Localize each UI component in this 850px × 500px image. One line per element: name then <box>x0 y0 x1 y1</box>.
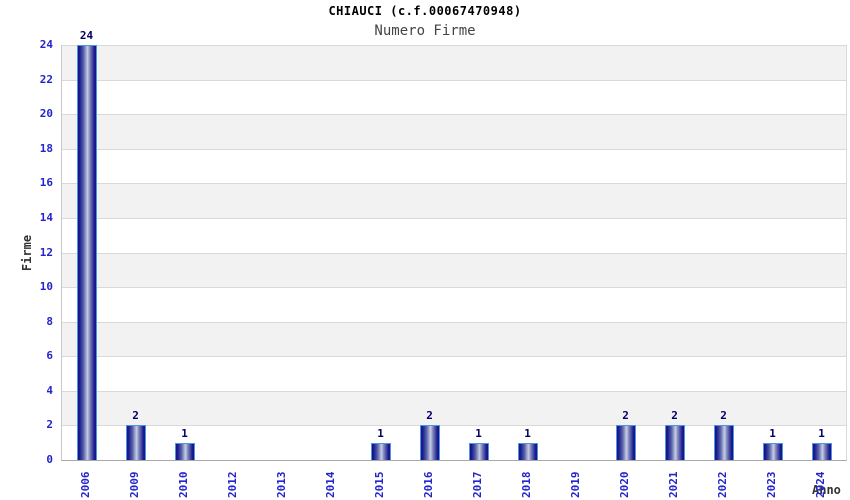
gridline <box>62 45 846 46</box>
x-tick-label-2014: 2014 <box>323 471 337 499</box>
x-tick-label-2009: 2009 <box>127 471 141 499</box>
x-tick-label-2021: 2021 <box>666 471 680 499</box>
bar-2023 <box>762 442 783 460</box>
x-tick-label-2022: 2022 <box>715 471 729 499</box>
chart-title: CHIAUCI (c.f.00067470948) <box>328 4 522 18</box>
x-tick-label-2017: 2017 <box>470 471 484 499</box>
x-tick-label-2016: 2016 <box>421 471 435 499</box>
bar-2015 <box>370 442 391 460</box>
y-tick-label: 22 <box>39 72 53 86</box>
background-band <box>62 356 846 391</box>
background-band <box>62 114 846 149</box>
y-tick-label: 4 <box>46 383 53 397</box>
bar-value-label: 1 <box>377 426 384 440</box>
gridline <box>62 390 846 392</box>
background-band <box>62 252 846 288</box>
x-tick-label-2020: 2020 <box>617 471 631 499</box>
y-tick-label: 2 <box>46 418 53 432</box>
y-tick-label: 0 <box>46 453 53 466</box>
x-tick-label-2024: 2024 <box>813 471 827 499</box>
gridline <box>62 252 846 254</box>
bar-2009 <box>125 425 146 460</box>
bar-value-label: 24 <box>79 29 94 42</box>
gridline <box>62 183 846 185</box>
background-band <box>62 79 846 115</box>
x-tick-label-2010: 2010 <box>176 471 190 499</box>
plot-area: 24 2 1 1 2 1 1 2 2 2 1 1 <box>61 29 847 461</box>
gridline <box>62 321 846 323</box>
bar-value-label: 1 <box>769 426 776 440</box>
x-tick-label-2018: 2018 <box>519 471 533 499</box>
x-axis-label: Anno <box>812 483 841 497</box>
x-tick-label-2006: 2006 <box>78 471 92 499</box>
bar-2024 <box>811 442 832 460</box>
bar-2020 <box>615 425 636 460</box>
y-tick-label: 20 <box>39 107 53 121</box>
background-band <box>62 45 846 80</box>
bar-value-label: 2 <box>426 409 433 423</box>
gridline <box>62 287 846 289</box>
bar-value-label: 1 <box>475 426 482 440</box>
y-tick-label: 10 <box>39 280 53 294</box>
bar-value-label: 1 <box>818 426 825 440</box>
chart-subtitle: Numero Firme <box>374 23 476 39</box>
bar-value-label: 2 <box>671 409 678 423</box>
x-tick-label-2023: 2023 <box>764 471 778 499</box>
background-band <box>62 321 846 357</box>
background-band <box>62 287 846 322</box>
x-tick-label-2013: 2013 <box>274 471 288 499</box>
bar-2017 <box>468 442 489 460</box>
gridline <box>62 425 846 427</box>
background-band <box>62 183 846 218</box>
bar-2010 <box>174 442 195 460</box>
bar-2016 <box>419 425 440 460</box>
bar-2018 <box>517 442 538 460</box>
gridline <box>62 356 846 358</box>
background-band <box>62 148 846 184</box>
background-band <box>62 217 846 253</box>
gridline <box>62 148 846 150</box>
bar-2006 <box>76 45 97 460</box>
gridline <box>62 79 846 81</box>
background-band <box>62 390 846 426</box>
bar-value-label: 1 <box>524 426 531 440</box>
x-tick-label-2012: 2012 <box>225 471 239 499</box>
y-tick-label: 8 <box>46 314 53 328</box>
gridline <box>62 217 846 219</box>
y-tick-label: 24 <box>39 38 53 51</box>
y-tick-label: 18 <box>39 141 53 155</box>
y-tick-label: 12 <box>39 245 53 259</box>
x-tick-label-2019: 2019 <box>568 471 582 499</box>
x-tick-label-2015: 2015 <box>372 471 386 499</box>
bar-value-label: 1 <box>181 426 188 440</box>
bar-2022 <box>713 425 734 460</box>
bar-value-label: 2 <box>622 409 629 423</box>
bar-value-label: 2 <box>720 409 727 423</box>
gridline <box>62 114 846 116</box>
y-tick-label: 6 <box>46 349 53 363</box>
bar-2021 <box>664 425 685 460</box>
bar-value-label: 2 <box>132 409 139 423</box>
y-tick-label: 16 <box>39 176 53 190</box>
y-tick-label: 14 <box>39 210 53 224</box>
